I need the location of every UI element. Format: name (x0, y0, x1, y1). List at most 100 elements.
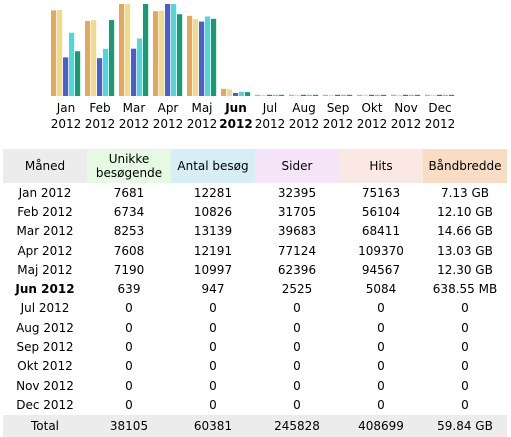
cell-bandwidth: 14.66 GB (437, 224, 493, 239)
bar-visits-jul (261, 94, 267, 96)
bar-unique-maj (187, 15, 193, 96)
axis-month-label: Sep (327, 101, 350, 115)
bar-hits-mar (137, 38, 143, 96)
axis-month-label: Dec (428, 101, 451, 115)
header-unique-visitors: Unikke besøgende (87, 149, 171, 183)
bar-pages-apr (165, 4, 171, 96)
cell-bandwidth: 0 (461, 340, 469, 355)
cell-pages: 77124 (277, 243, 317, 258)
total-unique: 38105 (87, 414, 171, 437)
monthly-stats-table: Måned Unikke besøgende Antal besøg Sider… (3, 149, 507, 437)
axis-year-label: 2012 (219, 117, 252, 131)
cell-unique: 0 (125, 320, 133, 335)
cell-visits: 0 (209, 320, 217, 335)
bar-unique-apr (153, 11, 159, 97)
bar-bandwidth_gb-jun (245, 92, 251, 96)
bar-hits-aug (307, 94, 313, 96)
chart-axis-labels: Jan 2012 Feb 2012 Mar 2012 Apr 2012 Maj 2012 Jun 20… (51, 101, 456, 131)
bar-bandwidth_gb-mar (143, 4, 149, 96)
cell-unique: 8253 (113, 224, 145, 239)
chart-bars (51, 4, 455, 97)
cell-hits: 109370 (358, 243, 404, 258)
cell-month: Dec 2012 (16, 397, 74, 412)
cell-hits: 68411 (361, 224, 401, 239)
bar-visits-aug (295, 94, 301, 96)
bar-pages-sep (335, 94, 341, 96)
table-header-row: Måned Unikke besøgende Antal besøg Sider… (3, 149, 507, 183)
table-row: Mar 2012 8253 13139 39683 68411 14.66 GB (3, 222, 507, 241)
cell-bandwidth: 12.30 GB (437, 262, 493, 277)
bar-visits-mar (125, 4, 131, 96)
cell-unique: 7190 (113, 262, 145, 277)
bar-pages-aug (301, 94, 307, 96)
bar-bandwidth_gb-apr (177, 14, 183, 96)
cell-month: Nov 2012 (16, 378, 74, 393)
cell-bandwidth: 0 (461, 397, 469, 412)
header-visits: Antal besøg (171, 149, 255, 183)
cell-pages: 0 (293, 359, 301, 374)
bar-hits-nov (409, 94, 415, 96)
bar-bandwidth_gb-aug (313, 94, 319, 96)
monthly-bar-chart: Jan 2012 Feb 2012 Mar 2012 Apr 2012 Maj 2012 Jun 20… (51, 4, 456, 131)
cell-visits: 0 (209, 378, 217, 393)
bar-unique-feb (85, 20, 91, 96)
bar-hits-apr (171, 4, 177, 96)
bar-visits-jun (227, 89, 233, 96)
axis-month-label: Maj (191, 101, 212, 115)
cell-pages: 0 (293, 378, 301, 393)
bar-unique-sep (323, 94, 329, 96)
cell-visits: 12281 (193, 185, 233, 200)
table-row: Jul 2012 0 0 0 0 0 (3, 299, 507, 318)
table-row: Jan 2012 7681 12281 32395 75163 7.13 GB (3, 183, 507, 202)
table-total-row: Total 38105 60381 245828 408699 59.84 GB (3, 414, 507, 437)
bar-visits-feb (91, 20, 97, 96)
cell-pages: 0 (293, 301, 301, 316)
axis-month-label: Okt (361, 101, 382, 115)
bar-visits-apr (159, 10, 165, 97)
cell-month: Aug 2012 (16, 320, 74, 335)
bar-bandwidth_gb-jan (75, 51, 81, 96)
header-unique-line1: Unikke (108, 152, 150, 166)
bar-pages-jan (63, 57, 69, 96)
cell-month: Mar 2012 (16, 224, 74, 239)
axis-year-label: 2012 (119, 117, 150, 131)
bar-bandwidth_gb-okt (381, 94, 387, 96)
cell-bandwidth: 7.13 GB (440, 185, 490, 200)
header-hits: Hits (339, 149, 423, 183)
cell-unique: 0 (125, 340, 133, 355)
bar-hits-jul (273, 94, 279, 96)
cell-hits: 0 (377, 397, 385, 412)
cell-visits: 10997 (193, 262, 233, 277)
bar-hits-okt (375, 94, 381, 96)
total-bandwidth: 59.84 GB (423, 414, 507, 437)
header-pages: Sider (255, 149, 339, 183)
axis-month-label: Jun (224, 101, 247, 115)
cell-month: Jul 2012 (20, 301, 70, 316)
table-row: Sep 2012 0 0 0 0 0 (3, 337, 507, 356)
axis-month-label: Mar (123, 101, 146, 115)
cell-month: Feb 2012 (17, 204, 73, 219)
cell-bandwidth: 0 (461, 320, 469, 335)
table-row: Okt 2012 0 0 0 0 0 (3, 357, 507, 376)
bar-pages-mar (131, 48, 137, 96)
bar-visits-maj (193, 18, 199, 97)
axis-year-label: 2012 (425, 117, 456, 131)
cell-unique: 0 (125, 397, 133, 412)
cell-visits: 12191 (193, 243, 233, 258)
axis-month-label: Feb (89, 101, 110, 115)
cell-unique: 639 (117, 282, 141, 297)
axis-year-label: 2012 (85, 117, 116, 131)
bar-visits-jan (57, 10, 63, 96)
table-row: Aug 2012 0 0 0 0 0 (3, 318, 507, 337)
cell-pages: 0 (293, 340, 301, 355)
bar-unique-jan (51, 10, 57, 96)
bar-unique-jul (255, 94, 261, 96)
header-bandwidth: Båndbredde (423, 149, 507, 183)
cell-pages: 0 (293, 397, 301, 412)
total-label: Total (3, 414, 87, 437)
cell-month: Sep 2012 (16, 340, 74, 355)
cell-month: Okt 2012 (17, 359, 73, 374)
bar-hits-feb (103, 48, 109, 96)
header-month: Måned (3, 149, 87, 183)
cell-hits: 94567 (361, 262, 401, 277)
